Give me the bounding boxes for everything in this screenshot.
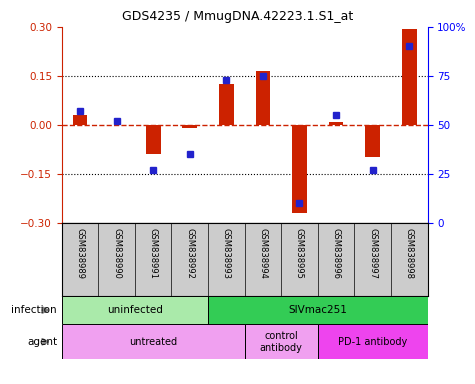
Bar [62, 324, 245, 359]
Bar [365, 125, 380, 157]
Text: GSM838997: GSM838997 [368, 228, 377, 279]
Bar [329, 121, 343, 125]
Bar [73, 115, 87, 125]
Text: PD-1 antibody: PD-1 antibody [338, 337, 407, 347]
Text: GSM838995: GSM838995 [295, 228, 304, 279]
Text: GSM838994: GSM838994 [258, 228, 267, 279]
Bar [146, 125, 161, 154]
Text: untreated: untreated [129, 337, 177, 347]
Text: GSM838992: GSM838992 [185, 228, 194, 279]
Bar [245, 324, 318, 359]
Text: GSM838996: GSM838996 [332, 228, 341, 279]
Text: SIVmac251: SIVmac251 [288, 305, 347, 315]
Bar [182, 125, 197, 128]
Bar [402, 28, 417, 125]
Text: GSM838998: GSM838998 [405, 228, 414, 279]
Bar [256, 71, 270, 125]
Text: GSM838993: GSM838993 [222, 228, 231, 279]
Bar [219, 84, 234, 125]
Bar [292, 125, 307, 213]
Text: GSM838989: GSM838989 [76, 228, 85, 279]
Text: GSM838990: GSM838990 [112, 228, 121, 279]
Text: GDS4235 / MmugDNA.42223.1.S1_at: GDS4235 / MmugDNA.42223.1.S1_at [122, 10, 353, 23]
Text: infection: infection [11, 305, 57, 315]
Text: uninfected: uninfected [107, 305, 163, 315]
Bar [62, 296, 208, 324]
Text: control
antibody: control antibody [260, 331, 303, 353]
Text: agent: agent [27, 337, 57, 347]
Bar [208, 296, 428, 324]
Text: GSM838991: GSM838991 [149, 228, 158, 279]
Bar [318, 324, 428, 359]
